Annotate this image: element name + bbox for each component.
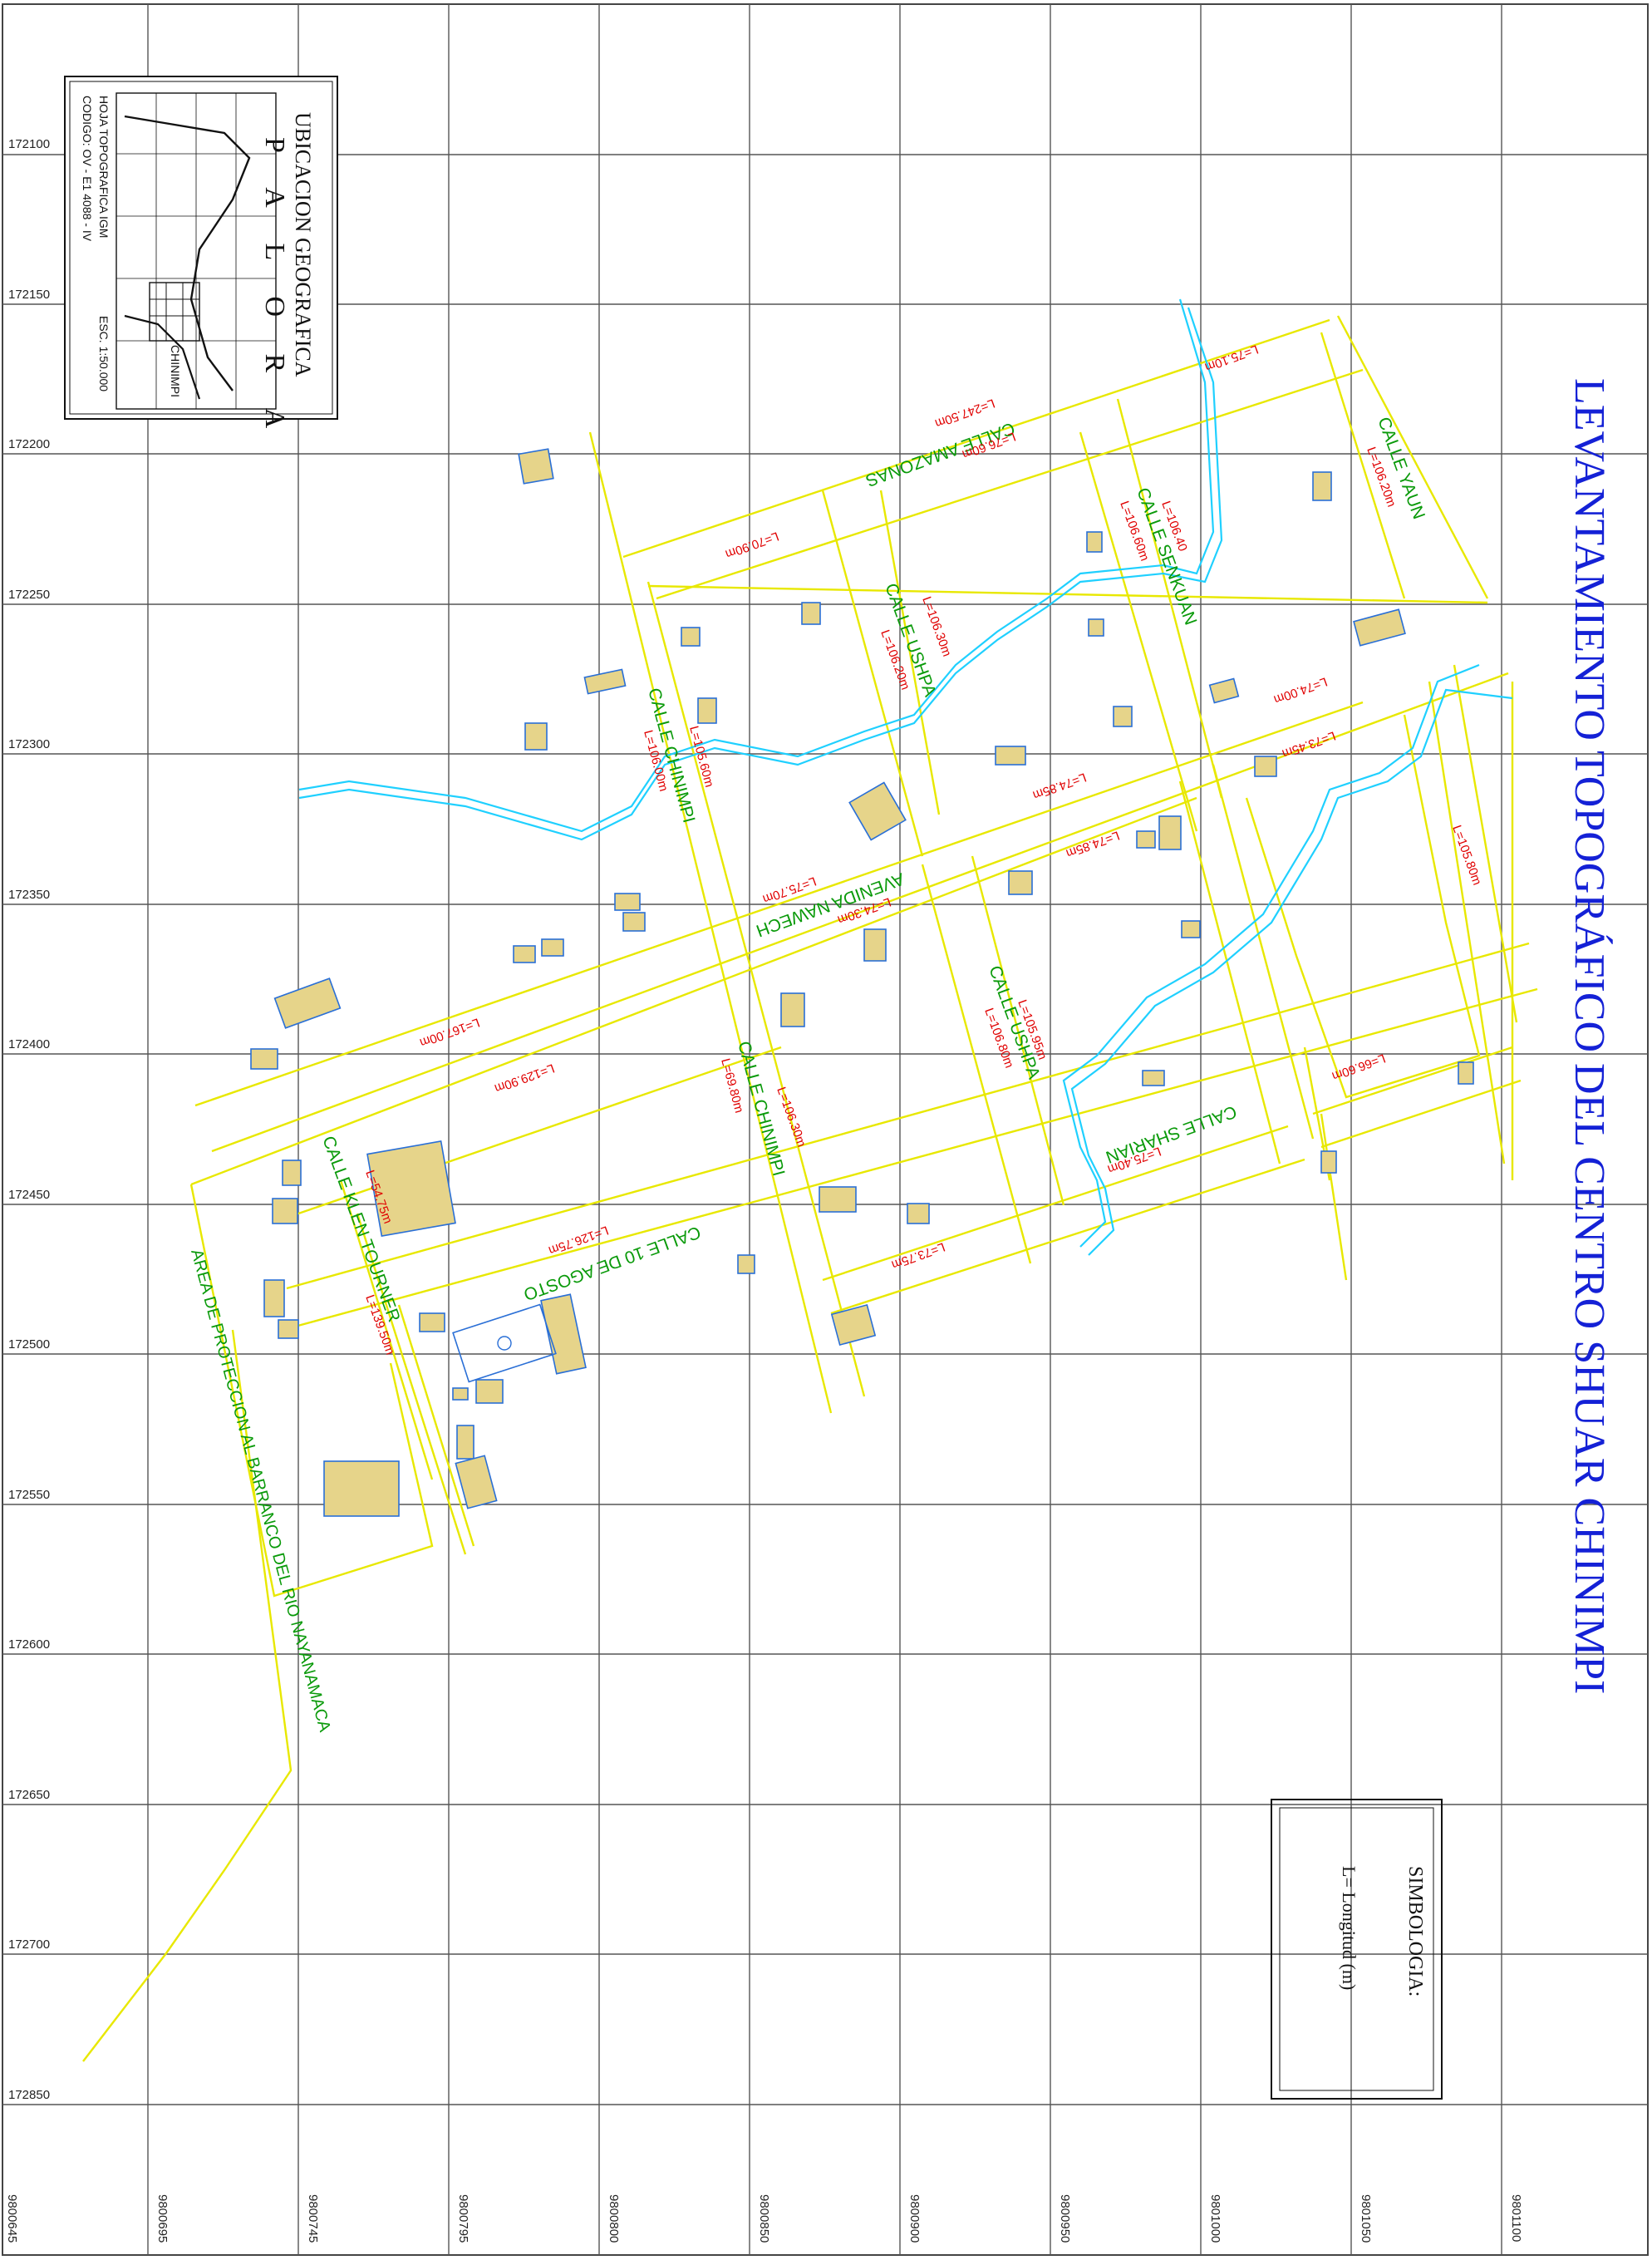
length-label: L=70.90m [724,529,781,561]
length-label: L=75.10m [1203,342,1261,374]
location-sheet: HOJA TOPOGRAFICA IGM [97,96,111,238]
map-title: LEVANTAMIENTO TOPOGRÁFICO DEL CENTRO SHU… [1566,378,1614,1694]
length-label: L=129.90m [493,1061,557,1096]
y-axis-labels: 172100 172150 172200 172250 172300 17235… [8,137,50,2102]
legend-box: SIMBOLOGIA: L= Longitud (m) [1271,1799,1443,2100]
buildings [250,448,1474,1517]
x-tick: 9800795 [456,2194,470,2243]
road-network [82,315,1538,2062]
river [298,298,1513,1256]
x-tick: 9800745 [306,2194,320,2243]
length-label: L=73.45m [1281,728,1338,761]
legend-title: SIMBOLOGIA: [1404,1866,1426,1997]
y-tick: 172500 [8,1337,50,1352]
location-scale: ESC. 1:50.000 [97,316,111,391]
street-labels: CALLE AMAZONAS CALLE YAUN CALLE SENKUAN … [318,415,1428,1325]
x-tick: 9800695 [155,2194,170,2243]
x-tick: 9800800 [607,2194,621,2243]
length-label: L=74.00m [1272,674,1330,707]
y-tick: 172300 [8,737,50,751]
y-tick: 172700 [8,1937,50,1952]
y-tick: 172850 [8,2088,50,2102]
y-tick: 172450 [8,1188,50,1202]
x-tick: 9801050 [1359,2194,1373,2243]
y-tick: 172350 [8,888,50,902]
location-subtitle: P A L O R A [259,137,290,443]
y-tick: 172600 [8,1637,50,1652]
y-tick: 172100 [8,137,50,151]
x-tick: 9800950 [1058,2194,1072,2243]
soccer-field [452,1303,557,1383]
x-tick: 9800900 [907,2194,922,2243]
map-frame [2,3,1649,2256]
length-label: L=247.50m [933,396,997,431]
legend-item: L= Longitud (m) [1339,1866,1359,1990]
location-place: CHINIMPI [169,345,182,397]
y-tick: 172250 [8,588,50,602]
protection-area-label: AREA DE PROTECCION AL BARRANCO DEL RIO N… [187,1248,334,1735]
street-label: CALLE 10 DE AGOSTO [521,1222,703,1304]
x-tick: 9801000 [1208,2194,1222,2243]
location-title: UBICACION GEOGRAFICA [291,112,315,377]
x-tick: 9800850 [757,2194,771,2243]
location-box: UBICACION GEOGRAFICA P A L O R A HOJA TO… [64,76,338,443]
length-label: L=167.00m [418,1015,482,1050]
location-code: CODIGO: OV - E1 4088 - IV [81,96,94,242]
y-tick: 172400 [8,1037,50,1051]
x-axis-labels: 9800645 9800695 9800745 9800795 9800800 … [5,2194,1523,2243]
y-tick: 172150 [8,288,50,302]
y-tick: 172550 [8,1488,50,1502]
length-label: L=73.75m [890,1239,947,1272]
length-label: L=105.80m [1449,824,1484,888]
x-tick: 9800645 [5,2194,19,2243]
length-label: L=66.60m [1330,1051,1388,1083]
x-tick: 9801100 [1509,2194,1523,2242]
length-label: L=74.85m [1031,770,1089,802]
y-tick: 172200 [8,437,50,451]
length-label: L=126.75m [547,1223,611,1258]
y-tick: 172650 [8,1788,50,1802]
